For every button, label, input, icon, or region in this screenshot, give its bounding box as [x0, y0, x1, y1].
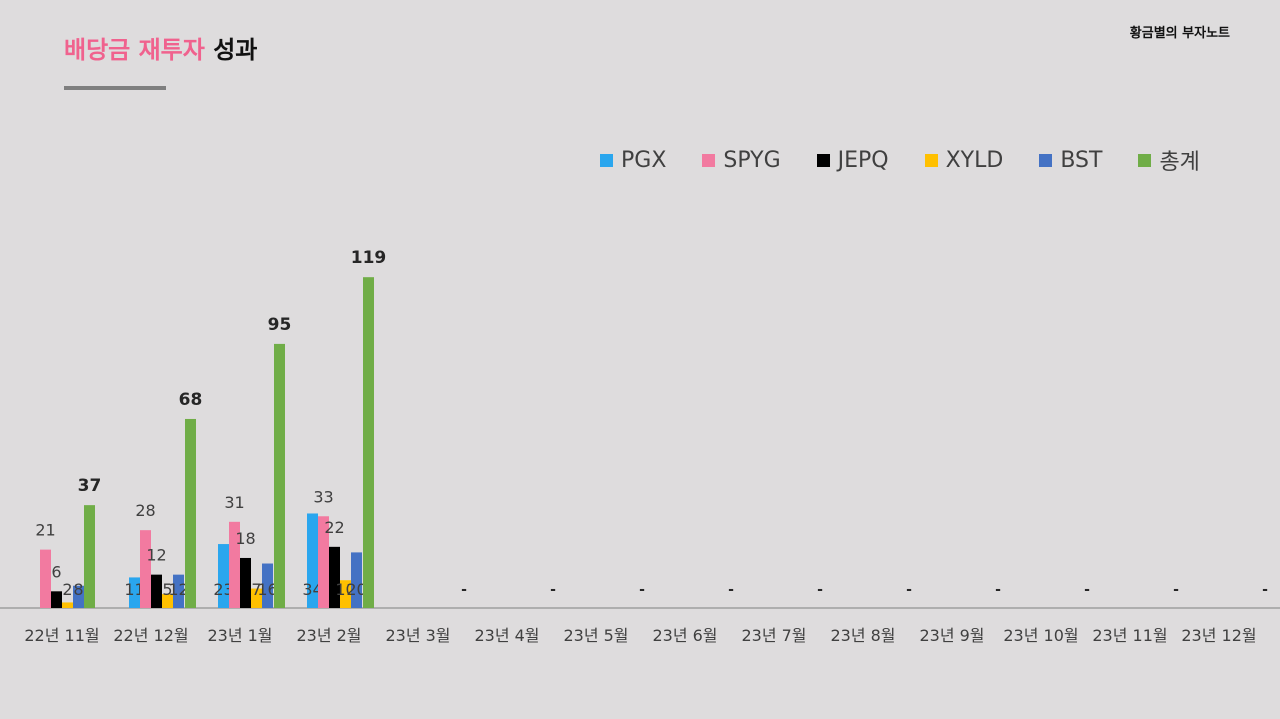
- data-label: 18: [235, 529, 255, 548]
- empty-marker: -: [906, 582, 912, 598]
- data-label: 33: [313, 487, 333, 506]
- legend-swatch: [1039, 153, 1053, 167]
- x-tick-label: 23년 12월: [1181, 626, 1256, 645]
- x-tick-label: 23년 9월: [919, 626, 984, 645]
- legend-label: BST: [1060, 147, 1103, 173]
- x-tick-label: 23년 8월: [830, 626, 895, 645]
- legend-label: JEPQ: [837, 147, 889, 173]
- bar-총계: [274, 343, 285, 608]
- data-label: 10: [335, 580, 355, 599]
- x-tick-label: 23년 5월: [563, 626, 628, 645]
- empty-marker: -: [1262, 582, 1268, 598]
- x-tick-label: 23년 10월: [1003, 626, 1078, 645]
- x-tick-label: 23년 1월: [207, 626, 272, 645]
- data-label: 68: [179, 390, 203, 410]
- data-label: 119: [351, 248, 387, 268]
- bar-spyg: [40, 549, 51, 608]
- data-label: 11: [124, 580, 144, 599]
- x-tick-label: 22년 11월: [24, 626, 99, 645]
- legend-item-5: 총계: [1138, 144, 1200, 176]
- empty-marker: -: [728, 582, 734, 598]
- bar-총계: [84, 505, 95, 608]
- data-label: 16: [257, 580, 277, 599]
- data-label: 20: [346, 580, 366, 599]
- data-label: 28: [135, 501, 155, 520]
- bar-jepq: [329, 546, 340, 608]
- title-highlight: 배당금 재투자: [64, 36, 205, 64]
- title-rest: 성과: [213, 36, 258, 64]
- x-tick-label: 23년 11월: [1092, 626, 1167, 645]
- legend-item-4: BST: [1039, 148, 1102, 173]
- empty-marker: -: [550, 582, 556, 598]
- empty-marker: -: [1173, 582, 1179, 598]
- bar-총계: [185, 418, 196, 608]
- legend-label: XYLD: [945, 147, 1004, 173]
- bar-spyg: [229, 521, 240, 608]
- legend-swatch: [702, 153, 716, 167]
- bar-xyld: [62, 602, 73, 608]
- data-label: 7: [251, 580, 261, 599]
- data-label: 22: [324, 518, 344, 537]
- bar-pgx: [307, 513, 318, 608]
- legend-item-2: JEPQ: [816, 147, 889, 173]
- legend-item-0: PGX: [600, 148, 666, 173]
- bar-bst: [173, 574, 184, 608]
- legend-item-1: SPYG: [702, 147, 781, 173]
- chart-legend: PGX SPYG JEPQ XYLD BST 총계: [600, 144, 1200, 176]
- data-label: 8: [73, 580, 83, 599]
- empty-marker: -: [639, 582, 645, 598]
- bar-xyld: [340, 580, 351, 608]
- bar-spyg: [140, 530, 151, 608]
- x-tick-label: 22년 12월: [113, 626, 188, 645]
- data-label: 6: [51, 562, 61, 581]
- bar-bst: [73, 585, 84, 608]
- legend-item-3: XYLD: [924, 147, 1004, 173]
- legend-swatch: [924, 153, 938, 167]
- data-label: 31: [224, 493, 244, 512]
- x-tick-label: 23년 4월: [474, 626, 539, 645]
- brand-label: 황금별의 부자노트: [1129, 26, 1230, 41]
- empty-marker: -: [995, 582, 1001, 598]
- legend-label: PGX: [621, 147, 667, 173]
- bar-총계: [363, 277, 374, 608]
- data-label: 12: [168, 580, 188, 599]
- empty-marker: -: [1084, 582, 1090, 598]
- x-tick-label: 23년 3월: [385, 626, 450, 645]
- x-tick-label: 23년 7월: [741, 626, 806, 645]
- bar-xyld: [162, 594, 173, 608]
- bar-pgx: [218, 544, 229, 608]
- title-underline: [64, 86, 166, 90]
- data-label: 34: [302, 580, 322, 599]
- bar-jepq: [51, 591, 62, 608]
- bar-spyg: [318, 516, 329, 608]
- empty-marker: -: [461, 582, 467, 598]
- legend-swatch: [816, 153, 830, 167]
- page-title: 배당금 재투자 성과: [64, 30, 257, 65]
- data-label: 21: [35, 521, 55, 540]
- legend-label: 총계: [1159, 150, 1200, 175]
- legend-label: SPYG: [723, 147, 781, 173]
- bar-jepq: [240, 557, 251, 608]
- x-tick-label: 23년 6월: [652, 626, 717, 645]
- data-label: 37: [78, 476, 102, 496]
- x-tick-label: 23년 2월: [296, 626, 361, 645]
- bar-pgx: [129, 577, 140, 608]
- data-label: 95: [268, 315, 292, 335]
- empty-marker: -: [817, 582, 823, 598]
- bar-bst: [262, 563, 273, 608]
- bar-bst: [351, 552, 362, 608]
- legend-swatch: [600, 153, 613, 167]
- legend-swatch: [1138, 153, 1152, 167]
- data-label: 5: [162, 580, 172, 599]
- data-label: 12: [146, 546, 166, 565]
- bar-jepq: [151, 574, 162, 608]
- data-label: 23: [213, 580, 233, 599]
- bar-xyld: [251, 588, 262, 608]
- data-label: 2: [62, 580, 72, 599]
